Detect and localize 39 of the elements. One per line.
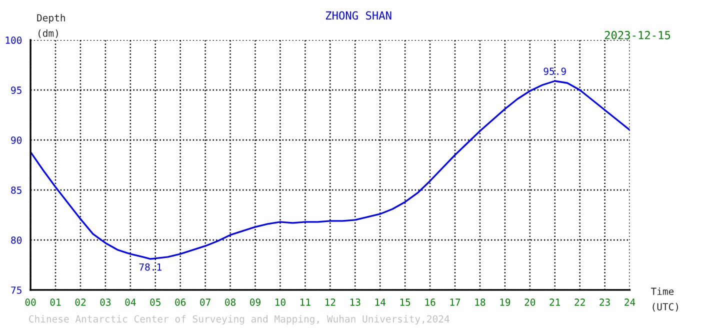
y-tick-label: 75 [11, 286, 22, 294]
x-axis-title: Time (UTC) [650, 288, 678, 312]
x-tick-label: 20 [524, 298, 536, 306]
x-tick-label: 05 [150, 298, 160, 306]
y-tick-label: 100 [6, 36, 22, 44]
x-tick-label: 03 [100, 298, 111, 306]
annotation: 78.1 [139, 263, 162, 271]
x-tick-label: 06 [175, 298, 186, 306]
y-tick-label: 80 [11, 236, 22, 244]
chart-subtitle: 2023-12-15 [604, 30, 670, 40]
x-tick-label: 13 [350, 298, 360, 306]
y-axis-title: Depth (dm) [37, 14, 65, 38]
x-tick-label: 15 [400, 298, 410, 306]
x-tick-label: 17 [450, 298, 460, 306]
x-tick-label: 02 [75, 298, 86, 306]
x-tick-label: 19 [500, 298, 510, 306]
x-tick-label: 23 [600, 298, 610, 306]
x-tick-label: 16 [425, 298, 436, 306]
x-tick-label: 08 [225, 298, 236, 306]
x-tick-label: 22 [574, 298, 585, 306]
x-tick-label: 01 [50, 298, 61, 306]
x-tick-label: 00 [25, 298, 36, 306]
x-tick-label: 10 [276, 298, 286, 306]
annotation: 95.9 [544, 68, 566, 75]
x-tick-label: 24 [624, 298, 636, 306]
x-tick-label: 12 [325, 298, 336, 306]
y-tick-label: 85 [11, 186, 22, 194]
x-tick-label: 18 [475, 298, 486, 306]
x-tick-label: 14 [375, 298, 386, 306]
x-tick-label: 11 [300, 298, 310, 306]
chart-title: ZHONG SHAN [326, 11, 392, 20]
x-tick-label: 07 [200, 298, 210, 306]
x-tick-label: 09 [250, 298, 260, 306]
text: Chinese Antarctic Center of Surveying and Mapping, Wuhan University,2024 [29, 315, 450, 325]
line-series [30, 80, 630, 260]
y-tick-label: 90 [11, 136, 22, 144]
x-tick-label: 21 [550, 298, 560, 306]
x-tick-label: 04 [125, 298, 136, 306]
y-tick-label: 95 [11, 86, 22, 94]
